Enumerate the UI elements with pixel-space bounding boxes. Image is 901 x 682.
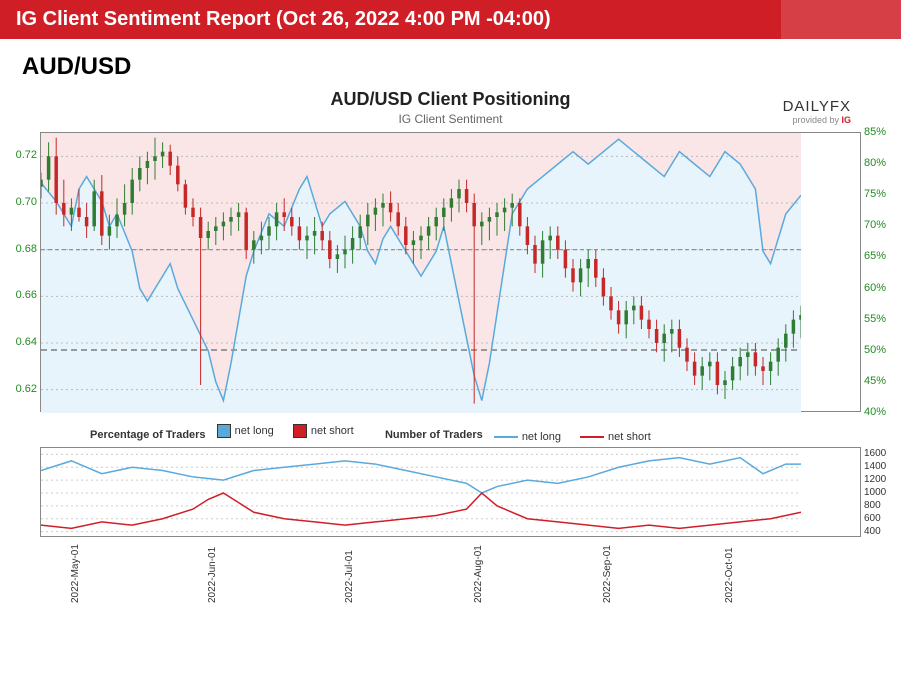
legend-netlong-num: net long (494, 431, 561, 443)
sub-right-axis: 4006008001000120014001600 (864, 448, 901, 536)
left-axis: 0.620.640.660.680.700.72 (0, 133, 37, 411)
pair-title: AUD/USD (0, 39, 901, 85)
chart-subtitle: IG Client Sentiment (40, 112, 861, 126)
brand-logo: DAILYFX provided by IG (783, 98, 851, 125)
legend-netshort-num: net short (580, 431, 651, 443)
legend2-label: Number of Traders (385, 429, 483, 441)
legend-row: Percentage of Traders net long net short… (40, 420, 861, 447)
chart-title: AUD/USD Client Positioning (40, 89, 861, 110)
brand-sub: provided by IG (783, 115, 851, 125)
legend1-label: Percentage of Traders (90, 429, 206, 441)
right-axis: 40%45%50%55%60%65%70%75%80%85% (864, 133, 901, 411)
header-title: IG Client Sentiment Report (Oct 26, 2022… (16, 8, 551, 30)
x-axis: 2022-May-012022-Jun-012022-Jul-012022-Au… (40, 543, 861, 613)
main-chart: 0.620.640.660.680.700.72 40%45%50%55%60%… (40, 132, 861, 412)
legend-netlong-pct: net long (217, 424, 274, 438)
header-bar: IG Client Sentiment Report (Oct 26, 2022… (0, 0, 901, 39)
sub-chart: 4006008001000120014001600 (40, 447, 861, 537)
legend-netshort-pct: net short (293, 424, 354, 438)
brand-main: DAILYFX (783, 98, 851, 115)
